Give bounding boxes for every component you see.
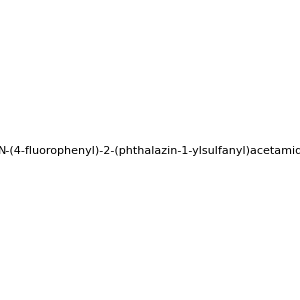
Text: N-(4-fluorophenyl)-2-(phthalazin-1-ylsulfanyl)acetamide: N-(4-fluorophenyl)-2-(phthalazin-1-ylsul…: [0, 146, 300, 157]
